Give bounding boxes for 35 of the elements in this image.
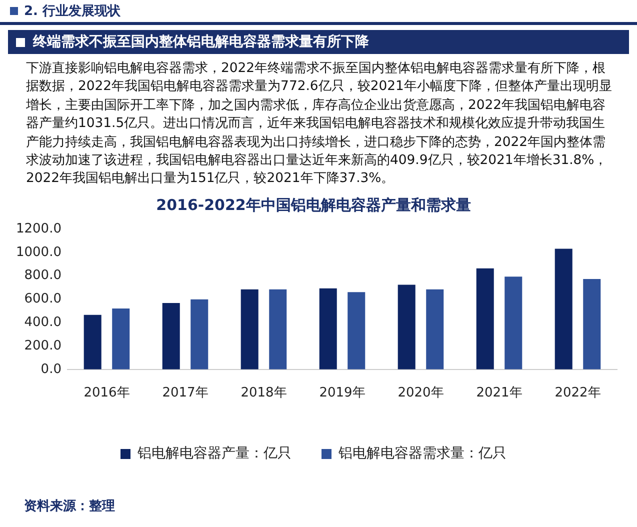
x-tick-label: 2018年 xyxy=(240,385,287,400)
bar xyxy=(162,302,180,370)
bar xyxy=(426,289,444,370)
bar xyxy=(348,292,366,370)
y-tick-label: 1200.0 xyxy=(16,221,62,236)
bar xyxy=(112,308,130,370)
x-tick-label: 2022年 xyxy=(554,385,601,400)
bar xyxy=(398,284,416,370)
legend-label: 铝电解电容器需求量：亿只 xyxy=(338,445,506,462)
bar xyxy=(190,299,208,370)
y-tick-label: 200.0 xyxy=(24,338,62,354)
bar xyxy=(554,248,572,370)
text: 下游直接影响铝电解电容器需求，2022年终端需求不振至国内整体铝电解电容器需求量有所下降，根据数据，2022年我国铝电解电容器需求量为772.6亿只，较2021年小幅度下降，但整体产量出现明显增长，主要由国际开工率下降，加之国内需求低，库存高位企业出货意愿高，2022年我国铝电解电容器产量约1031.5亿只。进出口情况而言，近年来我国铝电解电容器技术和规模化效应提升带动我国生产能力持续走高，我国铝电解电容器表现为出口持续增长，进口稳步下降的态势，2022年国内整体需求波动加速了该进程，我国铝电解电容器出口量达近年来新高的409.9亿只，较2021年增长31.8%，2022年我国铝电解出口量为151亿只，较2021年下降37.3%。 xyxy=(26,60,613,188)
legend-label: 铝电解电容器产量：亿只 xyxy=(136,445,292,462)
y-tick-label: 800.0 xyxy=(24,268,62,284)
y-tick-label: 600.0 xyxy=(24,291,62,306)
x-tick-label: 2017年 xyxy=(162,385,208,400)
bar xyxy=(240,289,258,370)
chart-title: 2016-2022年中国铝电解电容器产量和需求量 xyxy=(156,196,471,214)
chart-subtitle: 终端需求不振至国内整体铝电解电容器需求量有所下降 xyxy=(33,33,369,51)
bar xyxy=(269,289,287,370)
x-tick-label: 2020年 xyxy=(398,385,444,400)
bar xyxy=(84,314,102,370)
bar xyxy=(476,268,494,370)
text: 2. 行业发展现状 xyxy=(24,3,121,20)
bar xyxy=(319,288,337,370)
x-tick-label: 2021年 xyxy=(476,385,522,400)
x-tick-label: 2019年 xyxy=(319,385,366,400)
y-tick-label: 1000.0 xyxy=(16,244,62,260)
y-tick-label: 0.0 xyxy=(40,362,62,377)
bar xyxy=(583,278,601,370)
bar xyxy=(504,276,522,370)
text: 资料来源：整理 xyxy=(24,498,115,515)
y-tick-label: 400.0 xyxy=(24,314,62,330)
x-tick-label: 2016年 xyxy=(84,385,130,400)
